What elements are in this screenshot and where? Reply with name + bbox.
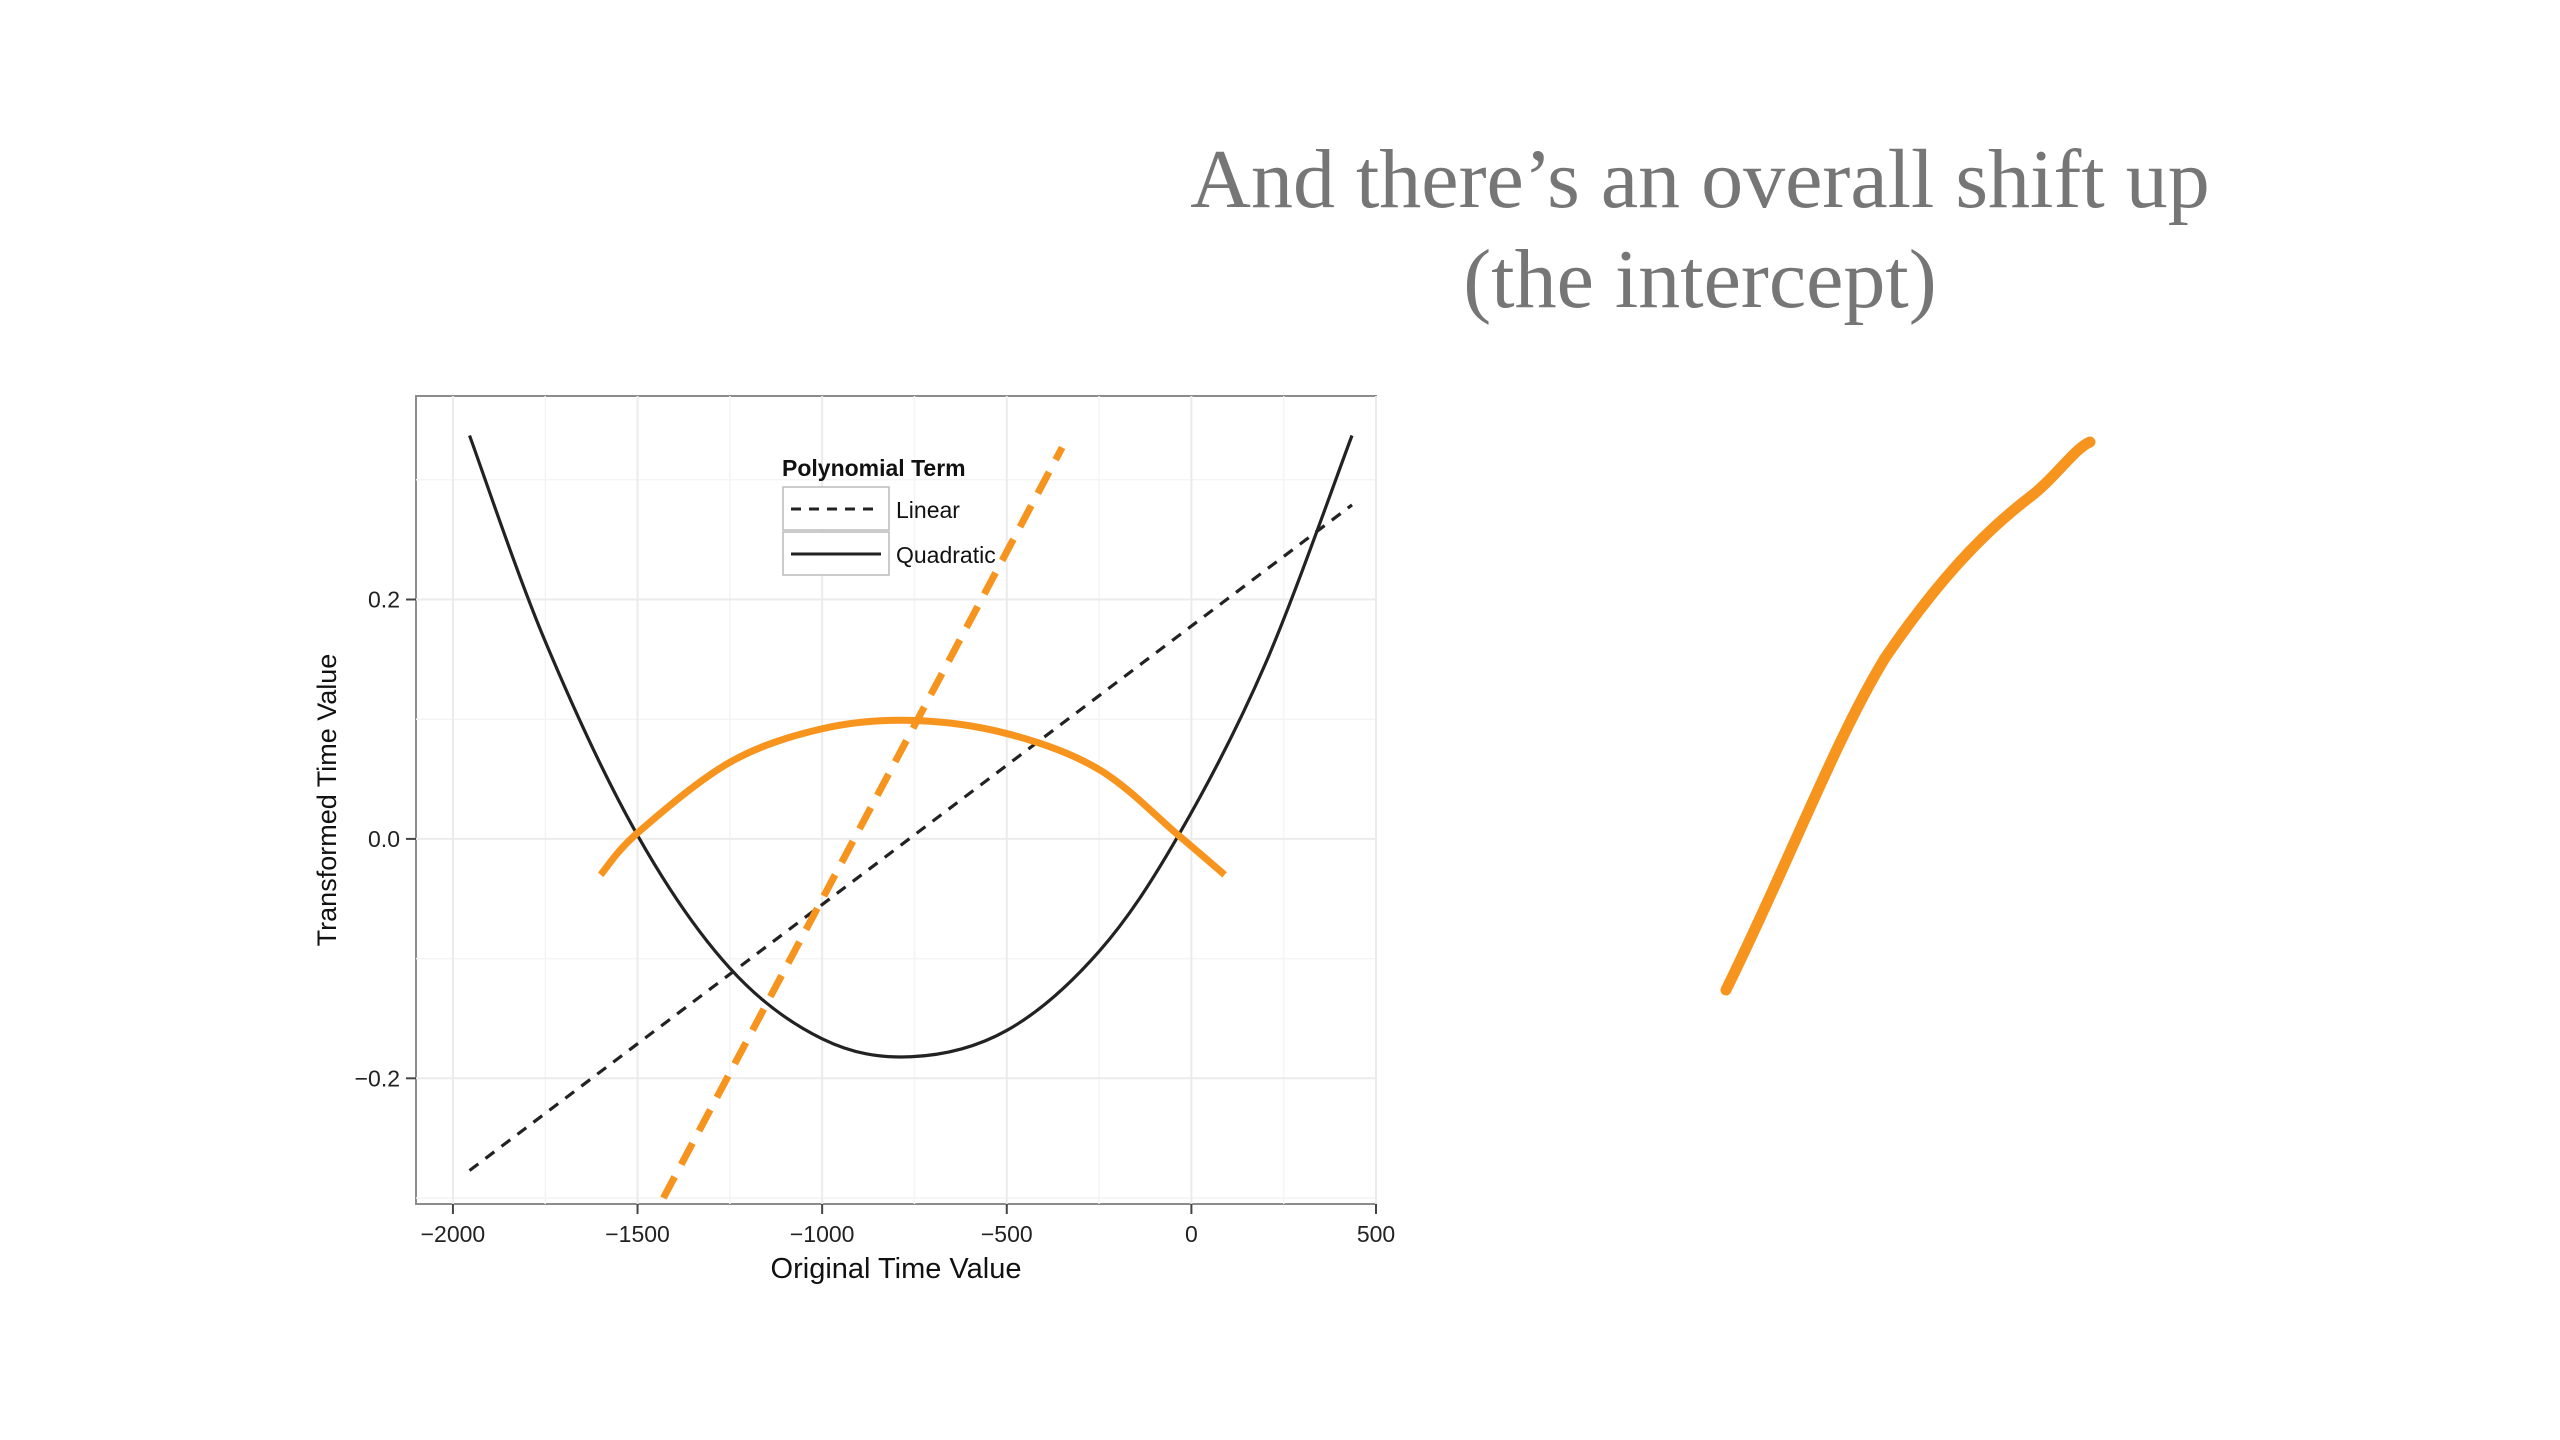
dashed-series-line — [468, 503, 1353, 1172]
plot-panel — [415, 395, 1377, 1205]
axes: −2000 −1500 −1000 −500 0 500 −0.2 0.0 0.2 — [355, 586, 1396, 1247]
x-tick-label: −1000 — [790, 1221, 855, 1247]
x-tick-label: −2000 — [421, 1221, 486, 1247]
solid-series-line — [468, 434, 1354, 1059]
hand-drawn-orange-curve — [1720, 436, 2096, 996]
orange-solid-series-line — [597, 716, 1227, 878]
grid-lines — [416, 396, 1377, 1204]
y-tick-label: 0.0 — [368, 826, 400, 852]
x-tick-label: 0 — [1185, 1221, 1198, 1247]
legend-entry-linear: Linear — [896, 497, 960, 523]
orange-dashed-series-line — [660, 445, 1066, 1200]
legend: Polynomial Term Linear Quadratic — [782, 455, 996, 576]
y-tick-label: −0.2 — [355, 1065, 400, 1091]
slide-title-line-2: (the intercept) — [1463, 233, 1937, 326]
x-tick-label: −1500 — [605, 1221, 670, 1247]
slide-title: And there’s an overall shift up (the int… — [1100, 130, 2300, 330]
x-tick-label: 500 — [1357, 1221, 1395, 1247]
x-tick-label: −500 — [981, 1221, 1033, 1247]
y-tick-label: 0.2 — [368, 586, 400, 612]
legend-title: Polynomial Term — [782, 455, 966, 481]
y-axis-label: Transformed Time Value — [312, 654, 342, 947]
series-lines — [468, 434, 1354, 1200]
legend-entry-quadratic: Quadratic — [896, 542, 996, 568]
slide-title-line-1: And there’s an overall shift up — [1190, 133, 2210, 226]
x-axis-label: Original Time Value — [771, 1253, 1022, 1285]
